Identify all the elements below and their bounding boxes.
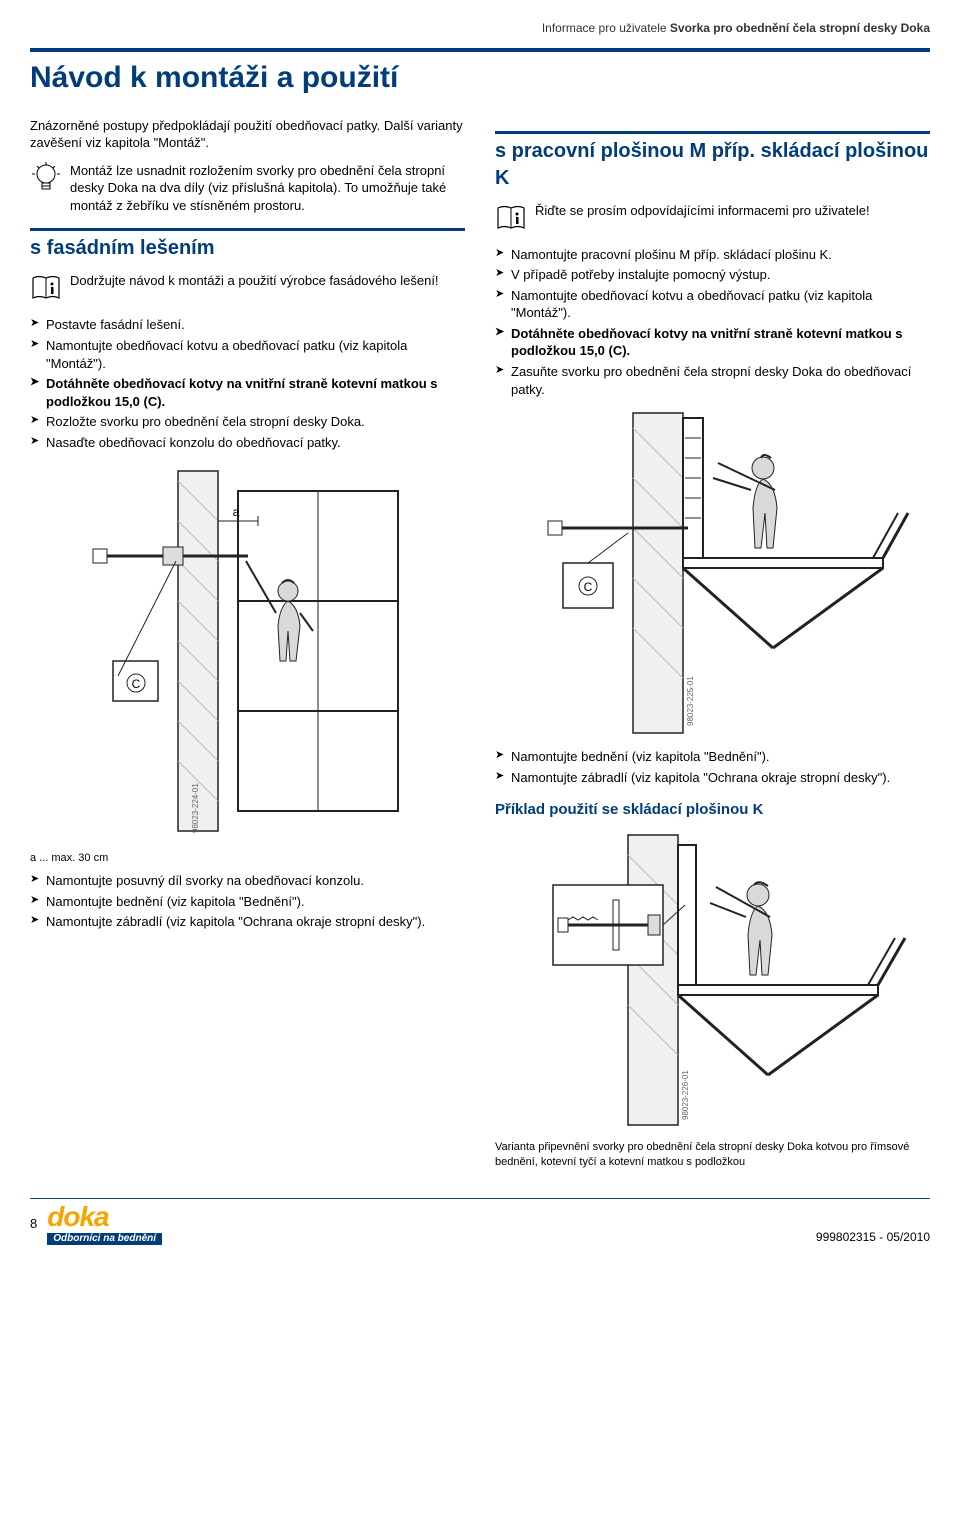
intro-text: Znázorněné postupy předpokládají použití… xyxy=(30,117,465,152)
steps-list-1: Postavte fasádní lešení. Namontujte obed… xyxy=(30,316,465,451)
figure3-caption: Varianta připevnění svorky pro obednění … xyxy=(495,1140,930,1170)
page-footer: 8 doka Odborníci na bednění 999802315 - … xyxy=(30,1198,930,1245)
list-item: Rozložte svorku pro obednění čela stropn… xyxy=(30,413,465,431)
tip-text: Montáž lze usnadnit rozložením svorky pr… xyxy=(70,162,465,215)
page-title: Návod k montáži a použití xyxy=(30,48,930,99)
left-column: Znázorněné postupy předpokládají použití… xyxy=(30,117,465,1180)
list-item: Namontujte zábradlí (viz kapitola "Ochra… xyxy=(495,769,930,787)
list-item: Postavte fasádní lešení. xyxy=(30,316,465,334)
info-box-platform: Řiďte se prosím odpovídajícími informace… xyxy=(495,202,930,234)
figure-2: C 98023-225-01 xyxy=(495,408,930,738)
fig1-label-c: C xyxy=(131,677,140,691)
note-a: a ... max. 30 cm xyxy=(30,851,465,866)
steps-list-3: Namontujte pracovní plošinu M příp. sklá… xyxy=(495,246,930,398)
fig3-code: 98023-226-01 xyxy=(681,1070,690,1120)
book-info-icon xyxy=(30,272,62,304)
subtitle-example: Příklad použití se skládací plošinou K xyxy=(495,800,930,820)
doc-number: 999802315 - 05/2010 xyxy=(816,1229,930,1245)
fig1-code: 98023-224-01 xyxy=(191,783,200,833)
list-item: Namontujte bednění (viz kapitola "Bedněn… xyxy=(495,748,930,766)
header-prefix: Informace pro uživatele xyxy=(542,21,670,35)
section-title-scaffold: s fasádním lešením xyxy=(30,228,465,262)
fig2-code: 98023-225-01 xyxy=(686,676,695,726)
book-info-icon xyxy=(495,202,527,234)
list-item: Namontujte bednění (viz kapitola "Bedněn… xyxy=(30,893,465,911)
info-text-platform: Řiďte se prosím odpovídajícími informace… xyxy=(535,202,930,220)
section-title-platform: s pracovní plošinou M příp. skládací plo… xyxy=(495,131,930,192)
list-item: Namontujte posuvný díl svorky na obedňov… xyxy=(30,872,465,890)
list-item: Namontujte zábradlí (viz kapitola "Ochra… xyxy=(30,913,465,931)
right-column: s pracovní plošinou M příp. skládací plo… xyxy=(495,117,930,1180)
list-item: Namontujte obedňovací kotvu a obedňovací… xyxy=(495,287,930,322)
figure-1: a C 98023-224-01 xyxy=(30,461,465,841)
page-number: 8 xyxy=(30,1215,37,1233)
brand-logo: doka Odborníci na bednění xyxy=(47,1203,162,1245)
list-item: Zasuňte svorku pro obednění čela stropní… xyxy=(495,363,930,398)
info-box-scaffold: Dodržujte návod k montáži a použití výro… xyxy=(30,272,465,304)
fig1-label-a: a xyxy=(232,505,239,519)
list-item: Nasaďte obedňovací konzolu do obedňovací… xyxy=(30,434,465,452)
list-item: V případě potřeby instalujte pomocný výs… xyxy=(495,266,930,284)
fig2-label-c: C xyxy=(583,580,592,594)
steps-list-2: Namontujte posuvný díl svorky na obedňov… xyxy=(30,872,465,931)
list-item: Namontujte pracovní plošinu M příp. sklá… xyxy=(495,246,930,264)
list-item: Namontujte obedňovací kotvu a obedňovací… xyxy=(30,337,465,372)
logo-text: doka xyxy=(47,1201,108,1232)
list-item: Dotáhněte obedňovací kotvy na vnitřní st… xyxy=(30,375,465,410)
list-item: Dotáhněte obedňovací kotvy na vnitřní st… xyxy=(495,325,930,360)
header-product-line: Informace pro uživatele Svorka pro obedn… xyxy=(30,20,930,36)
steps-list-4: Namontujte bednění (viz kapitola "Bedněn… xyxy=(495,748,930,786)
lightbulb-icon xyxy=(30,162,62,194)
logo-tagline: Odborníci na bednění xyxy=(47,1233,162,1245)
header-bold: Svorka pro obednění čela stropní desky D… xyxy=(670,21,930,35)
info-text-scaffold: Dodržujte návod k montáži a použití výro… xyxy=(70,272,465,290)
tip-box: Montáž lze usnadnit rozložením svorky pr… xyxy=(30,162,465,215)
figure-3: 98023-226-01 xyxy=(495,830,930,1130)
